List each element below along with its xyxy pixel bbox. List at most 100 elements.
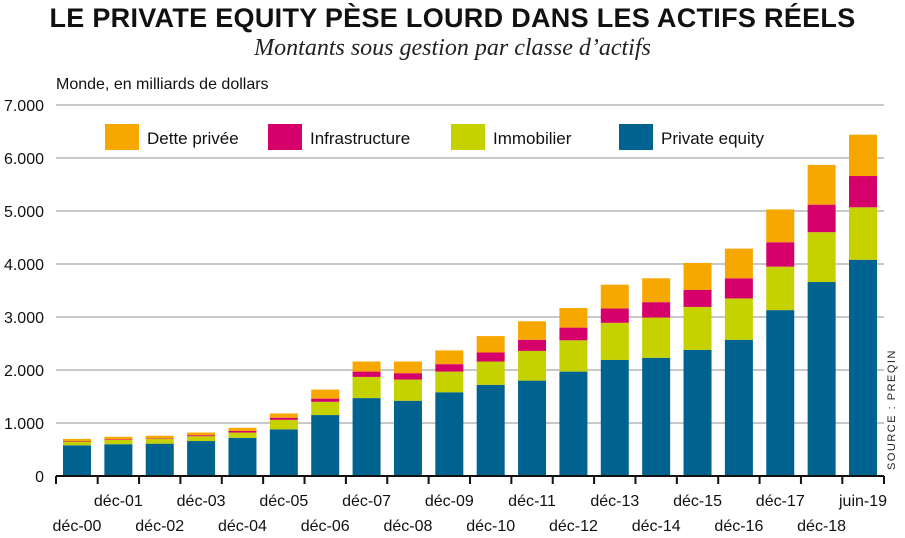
bar-segment-dette-priv-e xyxy=(766,209,795,243)
legend-label: Infrastructure xyxy=(310,129,410,148)
bar-segment-private-equity xyxy=(683,349,712,476)
legend-item: Private equity xyxy=(619,124,764,150)
y-axis-ticks: 0 1.000 2.000 3.000 4.000 5.000 6.000 7.000 xyxy=(4,98,44,486)
legend-swatch xyxy=(451,124,485,150)
bar-segment-private-equity xyxy=(724,339,753,476)
x-tick-label: déc-04 xyxy=(218,518,267,535)
legend-label: Immobilier xyxy=(493,129,572,148)
bar-segment-immobilier xyxy=(435,371,464,393)
bar-segment-dette-priv-e xyxy=(393,361,422,374)
bar-segment-private-equity xyxy=(187,441,216,476)
bar-segment-infrastructure xyxy=(559,327,588,341)
legend-item: Infrastructure xyxy=(268,124,410,150)
x-tick-label: déc-08 xyxy=(383,518,432,535)
bar-segment-dette-priv-e xyxy=(683,262,712,290)
x-axis xyxy=(55,475,885,484)
bar-segment-immobilier xyxy=(642,317,671,358)
bar-segment-dette-priv-e xyxy=(145,435,174,439)
bar-segment-immobilier xyxy=(683,306,712,350)
x-tick-label: déc-09 xyxy=(425,493,474,510)
bar-segment-dette-priv-e xyxy=(435,350,464,365)
unit-label: Monde, en milliards de dollars xyxy=(56,76,269,93)
x-tick-label: déc-15 xyxy=(673,493,722,510)
bar-segment-infrastructure xyxy=(63,441,91,442)
x-tick-label: déc-10 xyxy=(466,518,515,535)
bar-segment-immobilier xyxy=(228,432,257,438)
bar-segment-infrastructure xyxy=(476,352,505,362)
x-tick-label: déc-03 xyxy=(177,493,226,510)
bar-segment-immobilier xyxy=(766,266,795,311)
bar-segment-private-equity xyxy=(104,444,133,476)
y-tick-label: 2.000 xyxy=(4,363,44,380)
bar-segment-immobilier xyxy=(807,232,836,283)
x-tick-label: déc-05 xyxy=(259,493,308,510)
bar-segment-immobilier xyxy=(352,376,381,399)
bar-segment-immobilier xyxy=(104,439,133,445)
bar-segment-private-equity xyxy=(63,445,91,476)
bar-segment-immobilier xyxy=(518,350,547,381)
bar-segment-private-equity xyxy=(311,415,340,476)
bar-segment-immobilier xyxy=(393,379,422,401)
legend: Dette privée Infrastructure Immobilier Priv… xyxy=(105,124,764,150)
bar-segment-infrastructure xyxy=(683,289,712,307)
bar-segment-infrastructure xyxy=(435,364,464,372)
bar-segment-dette-priv-e xyxy=(228,427,257,431)
bar-segment-private-equity xyxy=(559,371,588,476)
bar-segment-immobilier xyxy=(145,438,174,444)
y-tick-label: 3.000 xyxy=(4,310,44,327)
bar-segment-dette-priv-e xyxy=(642,278,671,303)
bar-segment-immobilier xyxy=(269,419,298,430)
bar-segment-private-equity xyxy=(518,380,547,476)
bar-segment-infrastructure xyxy=(849,176,877,208)
bar-segment-private-equity xyxy=(269,429,298,476)
bar-segment-private-equity xyxy=(228,437,257,476)
bar-segment-dette-priv-e xyxy=(352,361,381,372)
chart-subtitle: Montants sous gestion par classe d’actif… xyxy=(254,35,651,61)
x-tick-label: déc-17 xyxy=(756,493,805,510)
bar-segment-dette-priv-e xyxy=(63,438,91,442)
bar-segment-private-equity xyxy=(435,392,464,476)
bar-segment-infrastructure xyxy=(104,439,133,440)
bar-segment-private-equity xyxy=(642,357,671,476)
chart-title: LE PRIVATE EQUITY PÈSE LOURD DANS LES AC… xyxy=(49,3,856,33)
bar-segment-immobilier xyxy=(849,207,877,260)
bar-segment-immobilier xyxy=(311,401,340,416)
legend-label: Private equity xyxy=(661,129,764,148)
y-tick-label: 7.000 xyxy=(4,98,44,115)
bar-segment-infrastructure xyxy=(600,308,629,323)
bar-segment-immobilier xyxy=(476,361,505,385)
bars xyxy=(63,134,877,476)
x-axis-ticks: déc-00 déc-01 déc-02 déc-03 déc-04 déc-05 déc-… xyxy=(53,493,888,535)
y-tick-label: 1.000 xyxy=(4,416,44,433)
bar-segment-infrastructure xyxy=(352,371,381,377)
x-tick-label: déc-07 xyxy=(342,493,391,510)
bar-segment-dette-priv-e xyxy=(600,284,629,309)
bar-segment-infrastructure xyxy=(228,430,257,433)
bar-segment-infrastructure xyxy=(807,204,836,233)
bar-segment-dette-priv-e xyxy=(104,436,133,440)
bar-segment-immobilier xyxy=(63,441,91,446)
bar-segment-dette-priv-e xyxy=(187,432,216,436)
bar-segment-infrastructure xyxy=(145,438,174,439)
bar-segment-infrastructure xyxy=(518,339,547,351)
bar-segment-private-equity xyxy=(807,282,836,476)
y-tick-label: 0 xyxy=(35,469,44,486)
x-tick-label: déc-14 xyxy=(632,518,681,535)
bar-segment-private-equity xyxy=(766,310,795,476)
bar-segment-immobilier xyxy=(600,322,629,360)
x-tick-label: déc-01 xyxy=(94,493,143,510)
bar-segment-dette-priv-e xyxy=(476,336,505,353)
y-tick-label: 5.000 xyxy=(4,204,44,221)
x-tick-label: déc-00 xyxy=(53,518,102,535)
x-tick-label: juin-19 xyxy=(838,493,887,510)
bar-segment-private-equity xyxy=(849,259,877,476)
y-tick-label: 6.000 xyxy=(4,151,44,168)
x-tick-label: déc-18 xyxy=(797,518,846,535)
x-tick-label: déc-11 xyxy=(508,493,556,510)
bar-segment-dette-priv-e xyxy=(807,164,836,205)
legend-swatch xyxy=(619,124,653,150)
x-tick-label: déc-02 xyxy=(135,518,184,535)
bar-segment-infrastructure xyxy=(311,398,340,402)
x-tick-label: déc-13 xyxy=(590,493,639,510)
